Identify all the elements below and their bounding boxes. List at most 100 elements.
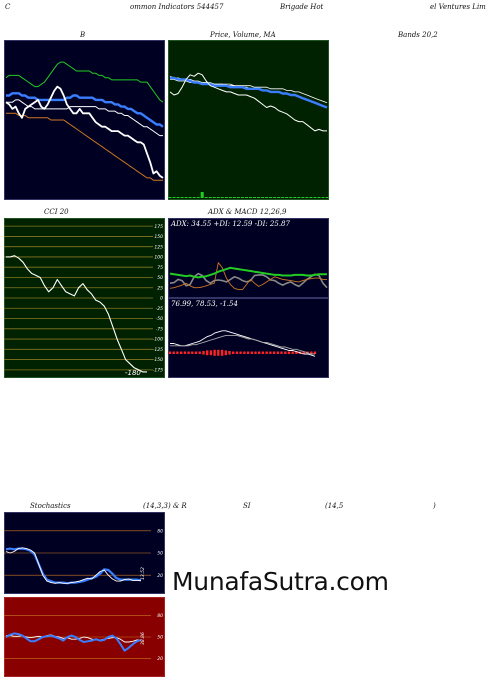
cci-tick-label: 50	[157, 275, 163, 281]
bollinger-bg	[4, 40, 165, 200]
macd-histogram-bar	[232, 351, 235, 354]
volume-bar	[228, 197, 232, 198]
rsi-tick-label: 80	[157, 613, 163, 619]
macd-histogram-bar	[261, 351, 265, 354]
volume-bar	[208, 197, 212, 198]
cci-tick-label: 125	[154, 244, 163, 250]
cci-tick-label: -75	[156, 326, 163, 332]
cci-line	[6, 255, 147, 373]
volume-bar	[232, 197, 236, 198]
volume-bar	[261, 197, 265, 198]
rsi-value-label: 38.86	[140, 632, 146, 645]
bands-label: Bands 20,2	[398, 31, 438, 39]
bollinger-panel	[4, 40, 165, 200]
cci-tick-label: 175	[154, 224, 163, 230]
cci-tick-label: -25	[156, 306, 163, 312]
volume-bar	[249, 197, 252, 198]
volume-bar	[224, 197, 228, 198]
bollinger-chart	[4, 40, 165, 200]
macd-panel: 76.99, 78.53, -1.54	[168, 298, 329, 378]
volume-bar	[273, 197, 277, 198]
cci-tick-label: -175	[153, 367, 163, 373]
cci-tick-label: 75	[157, 265, 163, 271]
bollinger-label: B	[80, 31, 86, 39]
volume-bar	[297, 197, 301, 198]
macd-histogram-bar	[258, 351, 261, 354]
rsi-mfi-line	[5, 632, 142, 652]
cci-tick-label: -50	[156, 316, 163, 322]
macd-histogram-bar	[183, 351, 187, 354]
macd-histogram-bar	[239, 351, 242, 354]
cci-tick-label: -125	[153, 347, 163, 353]
macd-histogram-bar	[213, 349, 216, 356]
rsi-chart: 80 50 20 38.86	[4, 597, 165, 677]
cci-value-label: -180	[125, 369, 141, 377]
stoch-params-label: (14,3,3) & R	[143, 502, 187, 510]
bb-price-line	[5, 85, 164, 179]
macd-histogram-bar	[313, 351, 317, 354]
price-ma-panel	[168, 40, 329, 200]
volume-bar	[285, 197, 289, 198]
macd-histogram-bar	[250, 351, 253, 354]
rsi-params-label: (14,5	[325, 502, 344, 510]
rsi-tick-label: 20	[157, 656, 163, 662]
volume-bar	[184, 197, 188, 198]
pv-price-line	[169, 72, 327, 132]
volume-bar	[309, 197, 313, 198]
macd-histogram-bar	[246, 351, 250, 354]
volume-bar	[253, 197, 256, 198]
header-text-4: el Ventures Lim	[430, 3, 486, 11]
macd-histogram-bar	[243, 351, 246, 354]
macd-histogram-bar	[269, 351, 272, 354]
cci-chart: 175 150 125 100 75 50 25 0 -25 -50 -75 -100 -125 -150…	[4, 218, 165, 378]
volume-bar	[281, 197, 285, 198]
volume-bar	[289, 197, 293, 198]
macd-histogram-bar	[235, 351, 239, 354]
stoch-tick-label: 20	[157, 573, 163, 579]
macd-histogram-bar	[198, 351, 201, 354]
stochastics-chart: 80 50 20 13.52	[4, 512, 165, 594]
macd-histogram-bar	[172, 351, 175, 354]
adx-panel: ADX: 34.55 +DI: 12.59 -DI: 25.87	[168, 218, 329, 298]
macd-histogram-bar	[310, 351, 313, 354]
macd-histogram-bar	[284, 351, 287, 354]
price-ma-chart	[168, 40, 329, 200]
macd-signal-line	[170, 334, 315, 355]
adx-plus-di-line	[169, 262, 327, 291]
volume-bar	[245, 197, 248, 198]
rsi-params-close: )	[433, 502, 436, 510]
volume-bar	[220, 197, 224, 198]
adx-macd-label: ADX & MACD 12,26,9	[208, 208, 287, 216]
volume-bar	[196, 197, 200, 198]
header-text-3: Brigade Hot	[280, 3, 324, 11]
pv-ma-line-main	[170, 76, 328, 109]
watermark: MunafaSutra.com	[172, 567, 389, 596]
adx-bg	[168, 218, 329, 298]
macd-histogram-bar	[302, 351, 305, 354]
volume-bar	[313, 197, 317, 198]
volume-bar	[293, 197, 297, 198]
macd-histogram-bar	[217, 349, 220, 356]
adx-chart	[168, 218, 329, 298]
stochastics-panel: 80 50 20 13.52	[4, 512, 165, 594]
volume-bar	[200, 192, 204, 198]
macd-histogram-bar	[228, 351, 231, 355]
volume-bar	[216, 197, 220, 198]
macd-chart	[168, 298, 329, 378]
macd-histogram-bar	[191, 351, 194, 354]
macd-histogram-bar	[206, 350, 209, 356]
cci-tick-label: 150	[154, 234, 163, 240]
macd-histogram-bar	[295, 351, 298, 354]
stoch-value-label: 13.52	[140, 567, 146, 580]
rsi-tick-label: 50	[157, 635, 163, 641]
macd-line	[170, 330, 316, 357]
macd-histogram-bar	[187, 351, 190, 354]
macd-histogram-bar	[176, 351, 179, 354]
volume-bar	[188, 197, 192, 198]
volume-bar	[172, 197, 176, 198]
macd-values-text: 76.99, 78.53, -1.54	[171, 300, 238, 308]
header-text-1: C	[5, 3, 11, 11]
macd-histogram-bar	[202, 351, 205, 355]
macd-histogram-bar	[254, 351, 257, 354]
macd-histogram-bar	[168, 351, 172, 354]
